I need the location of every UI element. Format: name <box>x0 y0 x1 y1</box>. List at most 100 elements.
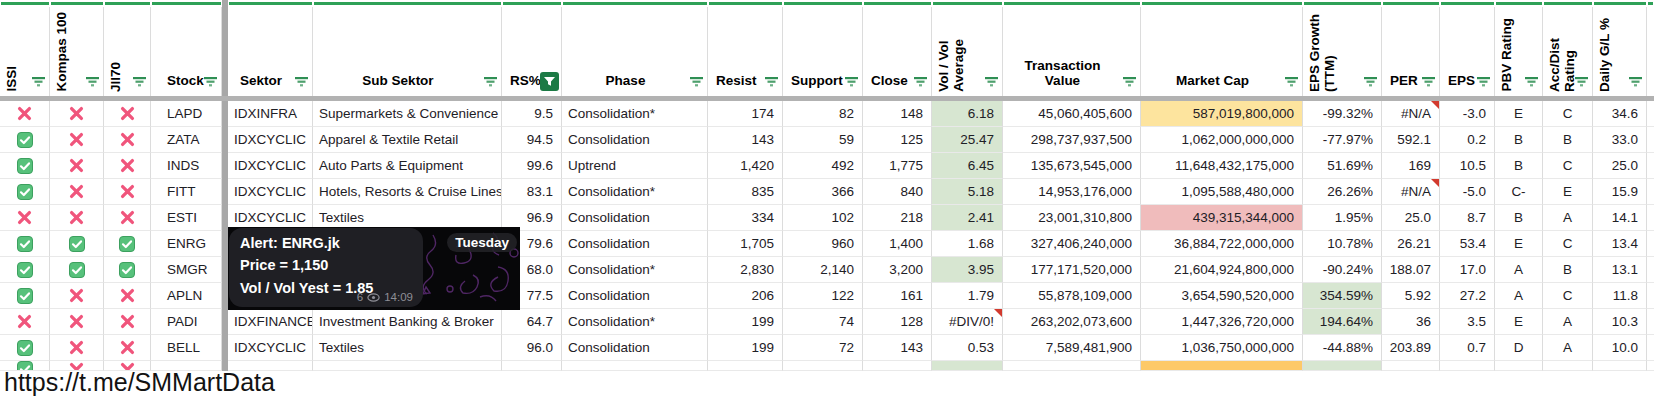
cell-support[interactable]: 960 <box>783 231 863 257</box>
cell-issi[interactable] <box>0 179 50 205</box>
cell-pbv[interactable] <box>1495 361 1543 371</box>
cell-resist[interactable]: 1,420 <box>708 153 783 179</box>
cell-vol[interactable]: 25.47 <box>932 127 1003 153</box>
cell-daily[interactable] <box>1593 361 1647 371</box>
cell-kompas[interactable] <box>50 127 104 153</box>
cell-issi[interactable] <box>0 205 50 231</box>
cell-txn[interactable]: 7,589,481,900 <box>1003 335 1141 361</box>
filter-icon[interactable] <box>86 77 99 87</box>
cell-close[interactable]: 218 <box>863 205 932 231</box>
cell-jii70[interactable] <box>104 283 151 309</box>
filter-icon[interactable] <box>845 77 858 87</box>
cell-mcap[interactable]: 21,604,924,800,000 <box>1141 257 1303 283</box>
cell-growth[interactable]: -77.97% <box>1303 127 1382 153</box>
cell-acc[interactable]: C <box>1543 153 1593 179</box>
cell-growth[interactable]: 194.64% <box>1303 309 1382 335</box>
cell-resist[interactable] <box>708 361 783 371</box>
cell-rs[interactable] <box>502 361 562 371</box>
cell-kompas[interactable] <box>50 153 104 179</box>
cell-resist[interactable]: 334 <box>708 205 783 231</box>
header-cell-stock[interactable]: Stock <box>151 7 222 96</box>
cell-pbv[interactable]: A <box>1495 257 1543 283</box>
cell-per[interactable]: 188.07 <box>1382 257 1440 283</box>
cell-acc[interactable]: C <box>1543 283 1593 309</box>
cell-stock[interactable]: FITT <box>151 179 222 205</box>
cell-txn[interactable] <box>1003 361 1141 371</box>
header-cell-resist[interactable]: Resist <box>708 7 783 96</box>
cell-growth[interactable]: 26.26% <box>1303 179 1382 205</box>
cell-pbv[interactable]: E <box>1495 101 1543 127</box>
filter-icon[interactable] <box>1123 77 1136 87</box>
cell-sektor[interactable]: IDXCYCLIC <box>228 127 313 153</box>
cell-sub[interactable]: Investment Banking & Broker <box>313 309 502 335</box>
cell-vol[interactable]: 3.95 <box>932 257 1003 283</box>
cell-daily[interactable]: 10.3 <box>1593 309 1647 335</box>
cell-acc[interactable]: C <box>1543 101 1593 127</box>
cell-eps[interactable]: 53.4 <box>1440 231 1495 257</box>
cell-phase[interactable]: Consolidation <box>562 335 708 361</box>
active-filter-button[interactable] <box>540 72 559 91</box>
filter-icon[interactable] <box>204 77 217 87</box>
header-cell-mcap[interactable]: Market Cap <box>1141 7 1303 96</box>
cell-pbv[interactable]: B <box>1495 205 1543 231</box>
cell-acc[interactable]: B <box>1543 127 1593 153</box>
header-cell-pbv[interactable]: PBV Rating <box>1495 7 1543 96</box>
cell-pbv[interactable]: E <box>1495 231 1543 257</box>
cell-support[interactable]: 72 <box>783 335 863 361</box>
cell-close[interactable]: 148 <box>863 101 932 127</box>
cell-jii70[interactable] <box>104 153 151 179</box>
cell-resist[interactable]: 174 <box>708 101 783 127</box>
cell-per[interactable]: 5.92 <box>1382 283 1440 309</box>
cell-issi[interactable] <box>0 335 50 361</box>
cell-rs[interactable]: 96.0 <box>502 335 562 361</box>
cell-growth[interactable]: 1.95% <box>1303 205 1382 231</box>
cell-sub[interactable]: Auto Parts & Equipment <box>313 153 502 179</box>
cell-sub[interactable]: Apparel & Textile Retail <box>313 127 502 153</box>
cell-issi[interactable] <box>0 231 50 257</box>
cell-sektor[interactable]: IDXCYCLIC <box>228 335 313 361</box>
cell-phase[interactable]: Consolidation <box>562 127 708 153</box>
cell-per[interactable]: 25.0 <box>1382 205 1440 231</box>
cell-sub[interactable]: Supermarkets & Convenience <box>313 101 502 127</box>
cell-per[interactable]: #N/A <box>1382 179 1440 205</box>
cell-eps[interactable]: 8.7 <box>1440 205 1495 231</box>
cell-issi[interactable] <box>0 283 50 309</box>
filter-icon[interactable] <box>1477 77 1490 87</box>
cell-vol[interactable]: 2.41 <box>932 205 1003 231</box>
cell-growth[interactable]: -90.24% <box>1303 257 1382 283</box>
header-cell-sektor[interactable]: Sektor <box>228 7 313 96</box>
header-cell-eps[interactable]: EPS <box>1440 7 1495 96</box>
cell-close[interactable]: 125 <box>863 127 932 153</box>
cell-pbv[interactable]: C- <box>1495 179 1543 205</box>
filter-icon[interactable] <box>32 77 45 87</box>
header-cell-jii70[interactable]: JII70 <box>104 7 151 96</box>
cell-per[interactable]: 169 <box>1382 153 1440 179</box>
cell-daily[interactable]: 10.0 <box>1593 335 1647 361</box>
cell-support[interactable]: 492 <box>783 153 863 179</box>
header-cell-daily[interactable]: Daily G/L % <box>1593 7 1647 96</box>
cell-resist[interactable]: 143 <box>708 127 783 153</box>
cell-issi[interactable] <box>0 153 50 179</box>
cell-mcap[interactable]: 1,095,588,480,000 <box>1141 179 1303 205</box>
cell-vol[interactable]: 6.45 <box>932 153 1003 179</box>
cell-phase[interactable]: Consolidation <box>562 283 708 309</box>
header-cell-phase[interactable]: Phase <box>562 7 708 96</box>
cell-phase[interactable]: Consolidation <box>562 205 708 231</box>
cell-stock[interactable]: LAPD <box>151 101 222 127</box>
cell-eps[interactable]: 0.2 <box>1440 127 1495 153</box>
cell-pbv[interactable]: D <box>1495 335 1543 361</box>
cell-support[interactable] <box>783 361 863 371</box>
cell-daily[interactable]: 25.0 <box>1593 153 1647 179</box>
cell-eps[interactable]: -3.0 <box>1440 101 1495 127</box>
header-cell-acc[interactable]: Acc/Dist Rating <box>1543 7 1593 96</box>
cell-sub[interactable]: Hotels, Resorts & Cruise Lines <box>313 179 502 205</box>
cell-support[interactable]: 82 <box>783 101 863 127</box>
cell-close[interactable]: 840 <box>863 179 932 205</box>
cell-sub[interactable]: Textiles <box>313 335 502 361</box>
filter-icon[interactable] <box>1364 77 1377 87</box>
filter-icon[interactable] <box>765 77 778 87</box>
cell-pbv[interactable]: B <box>1495 127 1543 153</box>
cell-daily[interactable]: 13.4 <box>1593 231 1647 257</box>
cell-stock[interactable]: ESTI <box>151 205 222 231</box>
cell-phase[interactable]: Consolidation* <box>562 179 708 205</box>
